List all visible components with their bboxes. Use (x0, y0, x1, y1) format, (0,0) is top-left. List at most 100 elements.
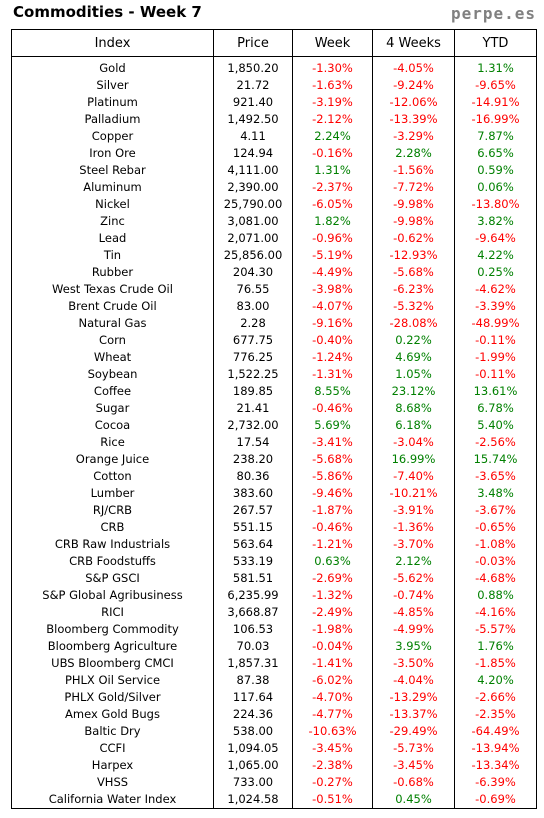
cell-4-weeks: -7.40% (372, 468, 455, 485)
cell-week: -0.96% (292, 230, 373, 247)
cell-index: S&P Global Agribusiness (11, 587, 214, 604)
cell-index: Cotton (11, 468, 214, 485)
cell-price: 533.19 (213, 553, 293, 570)
cell-index: Steel Rebar (11, 162, 214, 179)
cell-week: -5.19% (292, 247, 373, 264)
cell-4-weeks: -12.93% (372, 247, 455, 264)
cell-price: 921.40 (213, 94, 293, 111)
table-row: Rubber 204.30 -4.49% -5.68% 0.25% (11, 264, 537, 281)
cell-index: CCFI (11, 740, 214, 757)
cell-week: -3.98% (292, 281, 373, 298)
cell-ytd: -0.65% (454, 519, 537, 536)
cell-price: 1,094.05 (213, 740, 293, 757)
cell-ytd: 6.65% (454, 145, 537, 162)
cell-index: CRB (11, 519, 214, 536)
cell-week: -3.45% (292, 740, 373, 757)
cell-ytd: -64.49% (454, 723, 537, 740)
cell-4-weeks: -13.39% (372, 111, 455, 128)
cell-index: Amex Gold Bugs (11, 706, 214, 723)
cell-ytd: 0.06% (454, 179, 537, 196)
cell-ytd: -13.80% (454, 196, 537, 213)
column-header-week: Week (292, 29, 373, 57)
cell-ytd: 6.78% (454, 400, 537, 417)
cell-week: -1.41% (292, 655, 373, 672)
table-row: Natural Gas 2.28 -9.16% -28.08% -48.99% (11, 315, 537, 332)
cell-price: 25,790.00 (213, 196, 293, 213)
cell-price: 87.38 (213, 672, 293, 689)
cell-4-weeks: 0.45% (372, 791, 455, 809)
cell-price: 383.60 (213, 485, 293, 502)
cell-week: -0.16% (292, 145, 373, 162)
cell-price: 4.11 (213, 128, 293, 145)
cell-price: 551.15 (213, 519, 293, 536)
cell-4-weeks: -9.24% (372, 77, 455, 94)
cell-4-weeks: -4.05% (372, 56, 455, 77)
cell-4-weeks: 6.18% (372, 417, 455, 434)
table-row: Cotton 80.36 -5.86% -7.40% -3.65% (11, 468, 537, 485)
table-row: Silver 21.72 -1.63% -9.24% -9.65% (11, 77, 537, 94)
cell-ytd: 4.20% (454, 672, 537, 689)
cell-price: 238.20 (213, 451, 293, 468)
cell-index: Lead (11, 230, 214, 247)
table-row: Palladium 1,492.50 -2.12% -13.39% -16.99% (11, 111, 537, 128)
cell-index: Rubber (11, 264, 214, 281)
cell-index: Lumber (11, 485, 214, 502)
table-row: CRB Foodstuffs 533.19 0.63% 2.12% -0.03% (11, 553, 537, 570)
cell-index: CRB Raw Industrials (11, 536, 214, 553)
cell-4-weeks: -13.29% (372, 689, 455, 706)
table-row: Iron Ore 124.94 -0.16% 2.28% 6.65% (11, 145, 537, 162)
cell-week: -0.40% (292, 332, 373, 349)
cell-week: -2.49% (292, 604, 373, 621)
cell-price: 2.28 (213, 315, 293, 332)
cell-4-weeks: -29.49% (372, 723, 455, 740)
cell-week: -1.31% (292, 366, 373, 383)
cell-index: Coffee (11, 383, 214, 400)
cell-price: 581.51 (213, 570, 293, 587)
cell-price: 70.03 (213, 638, 293, 655)
cell-4-weeks: -5.73% (372, 740, 455, 757)
cell-index: Sugar (11, 400, 214, 417)
cell-week: -1.30% (292, 56, 373, 77)
cell-index: Aluminum (11, 179, 214, 196)
table-row: Brent Crude Oil 83.00 -4.07% -5.32% -3.39% (11, 298, 537, 315)
cell-ytd: -9.64% (454, 230, 537, 247)
cell-week: -0.51% (292, 791, 373, 809)
cell-ytd: -2.66% (454, 689, 537, 706)
cell-price: 124.94 (213, 145, 293, 162)
cell-ytd: 0.59% (454, 162, 537, 179)
table-row: VHSS 733.00 -0.27% -0.68% -6.39% (11, 774, 537, 791)
header-row: Index Price Week 4 Weeks YTD (11, 29, 537, 57)
cell-ytd: -6.39% (454, 774, 537, 791)
cell-week: -10.63% (292, 723, 373, 740)
table-row: CRB 551.15 -0.46% -1.36% -0.65% (11, 519, 537, 536)
table-row: S&P GSCI 581.51 -2.69% -5.62% -4.68% (11, 570, 537, 587)
cell-week: -3.19% (292, 94, 373, 111)
table-row: Cocoa 2,732.00 5.69% 6.18% 5.40% (11, 417, 537, 434)
column-header-index: Index (11, 29, 214, 57)
cell-week: 2.24% (292, 128, 373, 145)
cell-4-weeks: -10.21% (372, 485, 455, 502)
cell-week: -4.70% (292, 689, 373, 706)
cell-ytd: -1.08% (454, 536, 537, 553)
cell-index: Wheat (11, 349, 214, 366)
cell-price: 3,081.00 (213, 213, 293, 230)
cell-week: -2.38% (292, 757, 373, 774)
cell-ytd: -4.16% (454, 604, 537, 621)
cell-ytd: -4.68% (454, 570, 537, 587)
cell-4-weeks: -5.32% (372, 298, 455, 315)
cell-week: -2.37% (292, 179, 373, 196)
cell-price: 204.30 (213, 264, 293, 281)
table-body: Gold 1,850.20 -1.30% -4.05% 1.31% Silver 21.72… (11, 56, 537, 809)
cell-week: 5.69% (292, 417, 373, 434)
cell-price: 677.75 (213, 332, 293, 349)
table-row: Wheat 776.25 -1.24% 4.69% -1.99% (11, 349, 537, 366)
cell-ytd: -0.11% (454, 366, 537, 383)
cell-ytd: -0.03% (454, 553, 537, 570)
cell-price: 267.57 (213, 502, 293, 519)
cell-ytd: 1.76% (454, 638, 537, 655)
commodities-table: Index Price Week 4 Weeks YTD Gold 1,850.2… (11, 29, 537, 809)
table-row: CRB Raw Industrials 563.64 -1.21% -3.70% -1.… (11, 536, 537, 553)
cell-4-weeks: -3.91% (372, 502, 455, 519)
cell-week: -5.86% (292, 468, 373, 485)
cell-price: 189.85 (213, 383, 293, 400)
